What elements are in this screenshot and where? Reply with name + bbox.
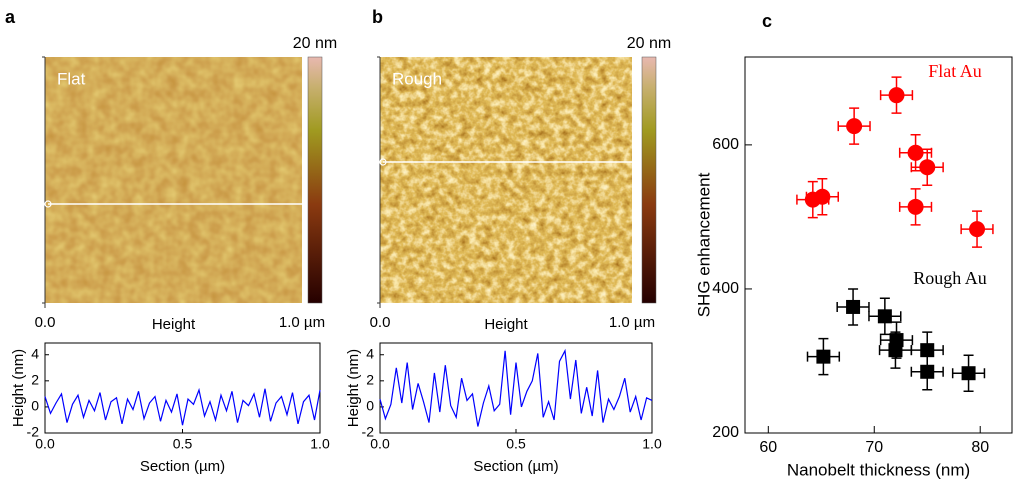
image-x-start: 0.0 [35,314,56,331]
x-tick-label: 1.0 [642,436,662,452]
y-tick-label: 2 [366,372,374,388]
data-point [888,343,903,358]
color-scale-max: 20 nm [627,35,671,52]
section-marker [379,158,387,166]
x-tick-label: 0.0 [370,436,390,452]
data-point [814,188,831,205]
y-tick-label: 4 [366,345,374,361]
image-name: Rough [392,69,442,88]
y-axis-label: SHG enhancement [694,172,713,317]
image-x-end: 1.0 µm [609,314,655,331]
image-x-start: 0.0 [370,314,391,331]
x-axis-label: Section (µm) [473,458,558,475]
y-tick-label: 4 [31,345,39,361]
x-tick-label: 1.0 [310,436,330,452]
y-tick-label: 600 [712,136,739,153]
panel-label: c [762,11,772,31]
data-point [888,87,905,104]
color-bar [641,56,657,304]
panel-label: b [372,7,383,27]
color-bar [307,56,323,304]
data-point [846,299,861,314]
y-tick-label: 400 [712,280,739,297]
y-tick-label: -2 [27,424,40,440]
afm-image [380,57,632,303]
y-tick-label: 0 [366,398,374,414]
series-label: Flat Au [928,61,982,81]
section-marker [44,200,52,208]
x-axis-label: Nanobelt thickness (nm) [787,460,970,479]
series-label: Rough Au [913,268,987,288]
x-tick-label: 60 [759,439,777,456]
data-point [920,364,935,379]
data-point [816,349,831,364]
data-point [907,198,924,215]
y-axis-label: Height (nm) [345,349,362,427]
plot-frame [744,56,1013,434]
y-tick-label: 200 [712,424,739,441]
y-axis-label: Height (nm) [10,349,27,427]
color-scale-max: 20 nm [293,35,337,52]
image-name: Flat [57,69,86,88]
x-tick-label: 80 [971,439,989,456]
afm-image [45,57,302,303]
panel-label: a [5,7,16,27]
data-point [969,221,986,238]
plot-frame [379,342,653,434]
profile-line [44,387,321,426]
x-tick-label: 0.5 [506,436,526,452]
y-tick-label: 2 [31,372,39,388]
data-point [877,309,892,324]
x-axis-label: Section (µm) [140,458,225,475]
profile-line [379,348,653,427]
image-x-end: 1.0 µm [279,314,325,331]
y-tick-label: 0 [31,398,39,414]
x-tick-label: 0.5 [173,436,193,452]
data-point [919,159,936,176]
x-tick-label: 0.0 [35,436,55,452]
data-point [961,366,976,381]
data-point [846,118,863,135]
plot-frame [44,342,321,434]
image-x-label: Height [484,316,528,333]
x-tick-label: 70 [865,439,883,456]
image-x-label: Height [152,316,196,333]
data-point [907,144,924,161]
y-tick-label: -2 [362,424,375,440]
